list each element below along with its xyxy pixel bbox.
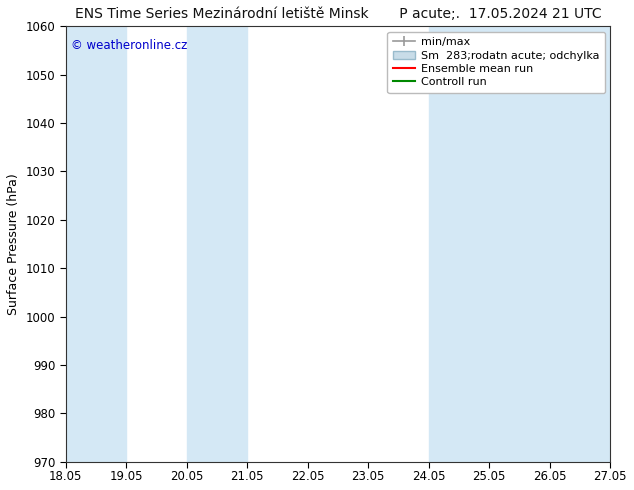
Bar [66,26,126,462]
Title: ENS Time Series Mezinárodní letiště Minsk       P acute;.  17.05.2024 21 UTC: ENS Time Series Mezinárodní letiště Mins… [75,7,601,21]
Bar [186,26,247,462]
Bar [550,26,611,462]
Y-axis label: Surface Pressure (hPa): Surface Pressure (hPa) [7,173,20,315]
Text: © weatheronline.cz: © weatheronline.cz [71,39,188,52]
Bar [429,26,489,462]
Bar [489,26,550,462]
Legend: min/max, Sm  283;rodatn acute; odchylka, Ensemble mean run, Controll run: min/max, Sm 283;rodatn acute; odchylka, … [387,32,605,93]
